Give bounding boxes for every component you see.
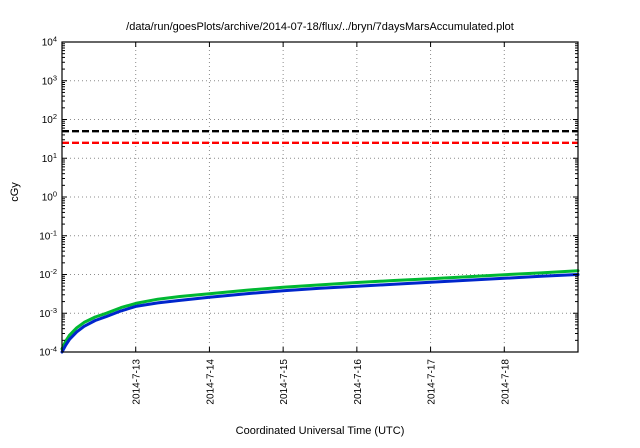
y-tick-label: 102 [42, 112, 57, 126]
series-accumulated-dose-blue [60, 273, 580, 354]
y-tick-label: 100 [42, 190, 57, 204]
y-tick-label: 10-2 [39, 267, 57, 281]
x-tick-label: 2014-7-18 [500, 359, 511, 405]
x-tick-label: 2014-7-14 [205, 359, 216, 405]
y-tick-label: 10-3 [39, 306, 57, 320]
x-axis-label: Coordinated Universal Time (UTC) [235, 425, 405, 437]
y-tick-label: 104 [42, 35, 57, 49]
y-tick-label: 101 [42, 151, 57, 165]
series-accumulated-dose-green [60, 269, 580, 351]
y-tick-label: 10-4 [39, 345, 57, 359]
x-tick-label: 2014-7-17 [427, 359, 438, 405]
y-tick-label: 103 [42, 73, 57, 87]
y-tick-label: 10-1 [39, 228, 57, 242]
x-tick-label: 2014-7-16 [353, 359, 364, 405]
x-tick-label: 2014-7-15 [279, 359, 290, 405]
plot-title: /data/run/goesPlots/archive/2014-07-18/f… [126, 21, 514, 33]
x-tick-label: 2014-7-13 [132, 359, 143, 405]
